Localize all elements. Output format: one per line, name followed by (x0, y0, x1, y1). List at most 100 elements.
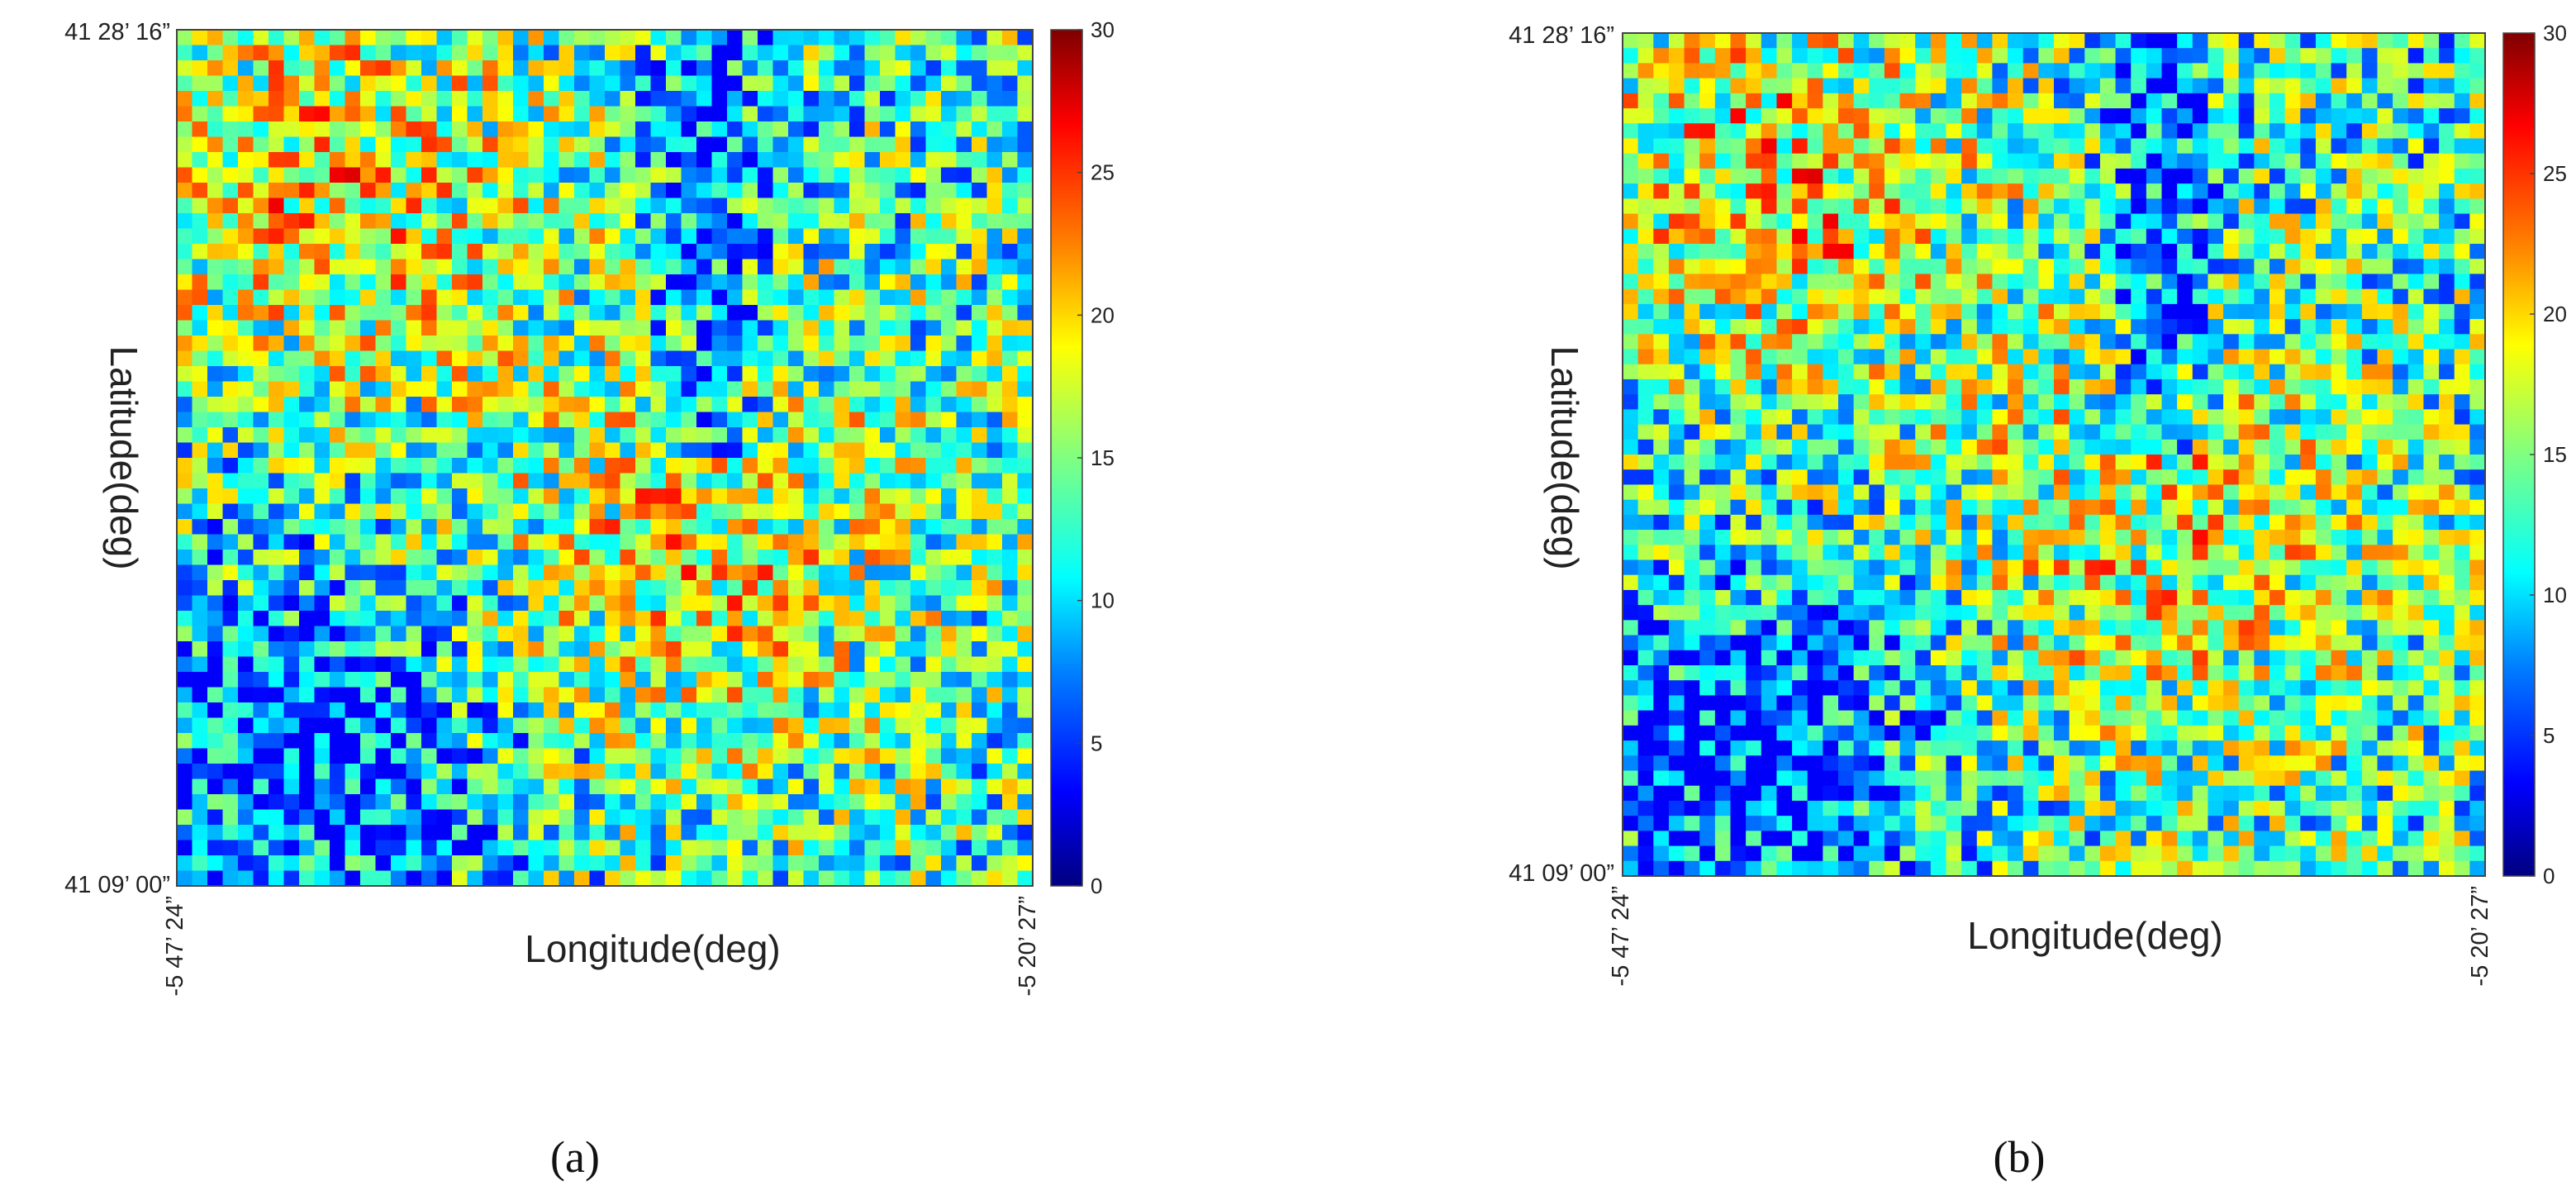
heatmap-cell (1730, 259, 1747, 275)
heatmap-cell (375, 855, 392, 872)
heatmap-cell (207, 595, 224, 612)
heatmap-cell (2269, 213, 2286, 230)
heatmap-cell (910, 412, 927, 428)
heatmap-cell (864, 748, 881, 764)
heatmap-cell (696, 60, 713, 77)
heatmap-cell (2099, 48, 2117, 64)
heatmap-cell (1761, 409, 1778, 426)
heatmap-cell (2146, 63, 2163, 79)
heatmap-cell (2300, 244, 2317, 259)
heatmap-cell (1807, 274, 1823, 290)
heatmap-cell (192, 580, 208, 597)
heatmap-cell (620, 855, 636, 872)
heatmap-cell (772, 259, 789, 275)
heatmap-cell (635, 30, 652, 46)
heatmap-cell (2407, 455, 2425, 470)
heatmap-cell (1961, 334, 1978, 350)
heatmap-cell (528, 473, 544, 489)
heatmap-cell (253, 228, 269, 245)
heatmap-cell (1746, 93, 1762, 109)
heatmap-cell (2439, 183, 2455, 199)
heatmap-cell (2454, 334, 2470, 350)
heatmap-cell (1884, 364, 1901, 380)
heatmap-cell (666, 626, 682, 642)
heatmap-cell (620, 213, 636, 230)
y-tick-bottom-a: 41 09’ 00” (64, 872, 170, 898)
heatmap-cell (1992, 138, 2008, 155)
heatmap-cell (269, 289, 285, 306)
heatmap-cell (864, 274, 881, 291)
heatmap-cell (2084, 364, 2101, 380)
heatmap-cell (880, 167, 896, 183)
heatmap-cell (207, 397, 224, 413)
heatmap-cell (2084, 153, 2101, 169)
heatmap-cell (620, 672, 636, 688)
heatmap-cell (1653, 183, 1670, 199)
heatmap-cell (986, 320, 1003, 336)
heatmap-cell (330, 183, 346, 199)
heatmap-cell (2284, 484, 2301, 501)
heatmap-cell (2022, 439, 2039, 455)
heatmap-cell (1946, 123, 1962, 140)
heatmap-cell (269, 442, 285, 459)
heatmap-cell (605, 228, 621, 245)
heatmap-cell (1653, 274, 1670, 290)
heatmap-cell (2300, 499, 2317, 516)
heatmap-cell (1776, 319, 1793, 335)
heatmap-cell (207, 198, 224, 214)
heatmap-cell (956, 183, 972, 199)
heatmap-cell (727, 106, 744, 122)
heatmap-cell (925, 198, 942, 214)
heatmap-cell (711, 458, 728, 474)
heatmap-cell (1884, 198, 1901, 215)
heatmap-cell (1684, 228, 1700, 245)
heatmap-cell (1668, 288, 1685, 305)
heatmap-cell (2423, 123, 2440, 140)
heatmap-cell (864, 778, 881, 795)
heatmap-cell (2161, 394, 2178, 410)
heatmap-cell (819, 152, 835, 169)
heatmap-cell (222, 702, 239, 719)
heatmap-cell (1899, 228, 1916, 245)
heatmap-cell (941, 672, 958, 688)
heatmap-cell (2284, 33, 2301, 49)
heatmap-cell (696, 305, 713, 321)
heatmap-cell (1869, 334, 1885, 350)
x-axis-label-a: Longitude(deg) (525, 927, 780, 970)
heatmap-cell (727, 305, 744, 321)
heatmap-cell (1823, 334, 1839, 350)
heatmap-cell (528, 870, 544, 887)
heatmap-cell (421, 702, 438, 719)
heatmap-cell (2284, 48, 2301, 64)
heatmap-cell (819, 534, 835, 550)
heatmap-cell (941, 764, 958, 780)
heatmap-cell (283, 106, 300, 122)
heatmap-cell (1823, 319, 1839, 335)
heatmap-cell (330, 442, 346, 459)
heatmap-cell (360, 702, 377, 719)
heatmap-cell (1653, 244, 1670, 259)
heatmap-cell (864, 75, 881, 92)
heatmap-cell (2423, 288, 2440, 305)
heatmap-cell (2361, 33, 2379, 49)
heatmap-cell (406, 503, 422, 520)
heatmap-cell (1776, 455, 1793, 470)
heatmap-cell (803, 366, 820, 383)
heatmap-cell (436, 687, 453, 703)
heatmap-cell (1807, 514, 1823, 531)
heatmap-cell (2393, 78, 2409, 94)
heatmap-cell (253, 397, 269, 413)
heatmap-cell (650, 626, 667, 642)
heatmap-cell (605, 244, 621, 260)
heatmap-cell (2161, 213, 2178, 230)
heatmap-cell (1976, 228, 1994, 245)
heatmap-cell (1637, 349, 1654, 365)
heatmap-cell (666, 534, 682, 550)
heatmap-cell (2115, 228, 2132, 245)
heatmap-cell (253, 656, 269, 673)
heatmap-cell (1884, 499, 1901, 516)
heatmap-cell (986, 458, 1003, 474)
heatmap-cell (2407, 93, 2425, 109)
heatmap-cell (177, 60, 193, 77)
heatmap-cell (558, 778, 575, 795)
